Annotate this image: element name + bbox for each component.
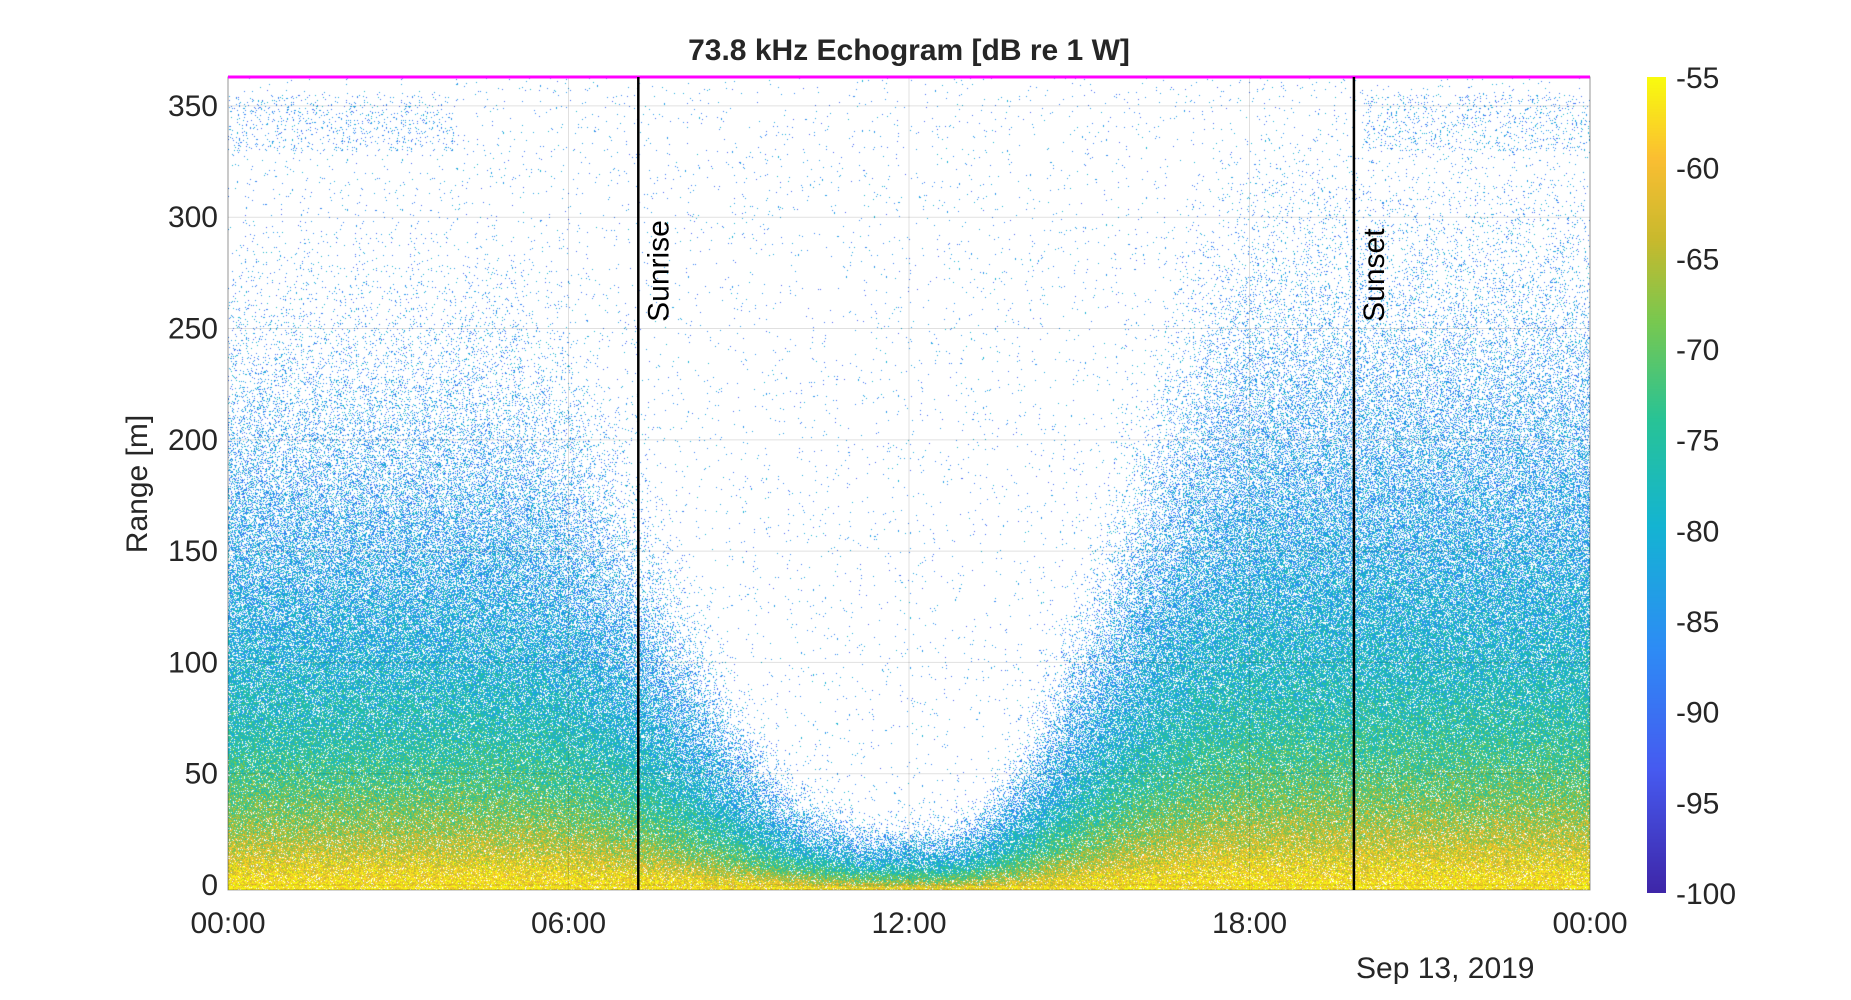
- echogram-heatmap: [228, 77, 1590, 890]
- colorbar-tick-label: -65: [1676, 243, 1719, 276]
- x-tick-label: 00:00: [1552, 907, 1627, 940]
- colorbar-tick-label: -100: [1676, 878, 1736, 911]
- y-tick-label: 200: [168, 424, 218, 457]
- colorbar-tick-label: -55: [1676, 62, 1719, 95]
- colorbar-tick-label: -75: [1676, 425, 1719, 458]
- date-label: Sep 13, 2019: [1356, 952, 1535, 985]
- y-tick-label: 350: [168, 90, 218, 123]
- y-axis-label: Range [m]: [121, 414, 154, 554]
- annotation-label-sunrise: Sunrise: [642, 220, 675, 322]
- y-tick-label: 100: [168, 646, 218, 679]
- y-tick-label: 250: [168, 313, 218, 346]
- y-tick-label: 150: [168, 535, 218, 568]
- colorbar-tick-label: -80: [1676, 515, 1719, 548]
- x-tick-label: 00:00: [190, 907, 265, 940]
- echogram-plot-area: 0 50 100 150 200 250 300 350 00:00 06:00 12:00 18:0…: [168, 75, 1628, 940]
- colorbar-tick-label: -90: [1676, 697, 1719, 730]
- y-tick-label: 50: [185, 758, 218, 791]
- y-tick-label: 0: [201, 869, 218, 902]
- axes: 0 50 100 150 200 250 300 350 00:00 06:00 12:00 18:0…: [168, 75, 1628, 940]
- colorbar: [1647, 77, 1666, 893]
- x-tick-label: 06:00: [531, 907, 606, 940]
- colorbar-tick-label: -95: [1676, 787, 1719, 820]
- chart-title: 73.8 kHz Echogram [dB re 1 W]: [688, 34, 1130, 67]
- colorbar-tick-label: -60: [1676, 153, 1719, 186]
- x-tick-label: 12:00: [871, 907, 946, 940]
- colorbar-tick-label: -70: [1676, 334, 1719, 367]
- colorbar-tick-label: -85: [1676, 606, 1719, 639]
- x-tick-label: 18:00: [1212, 907, 1287, 940]
- y-tick-label: 300: [168, 201, 218, 234]
- annotation-label-sunset: Sunset: [1358, 228, 1391, 322]
